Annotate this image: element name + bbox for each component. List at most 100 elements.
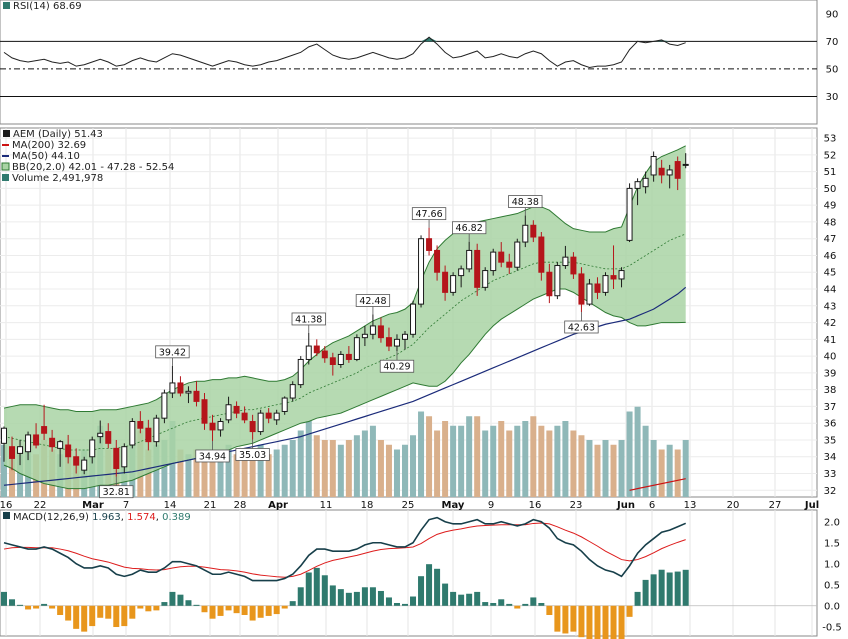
macd-histogram-bar xyxy=(1,591,7,606)
candle-body xyxy=(265,412,272,419)
candle-body xyxy=(169,382,176,394)
macd-histogram-bar xyxy=(209,605,216,619)
macd-tick-label: 2.0 xyxy=(824,517,840,528)
volume-bar xyxy=(297,430,304,497)
macd-histogram-bar xyxy=(89,605,96,627)
volume-bar xyxy=(554,425,561,497)
macd-legend-text: MACD(12,26,9) 1.963, 1.574, 0.389 xyxy=(13,512,191,523)
candlesticks xyxy=(1,151,689,477)
candle-body xyxy=(538,236,545,273)
macd-histogram-bar xyxy=(682,569,689,606)
macd-histogram-bar xyxy=(73,605,80,629)
candle-body xyxy=(482,270,489,288)
volume-bar xyxy=(674,449,681,497)
volume-bar xyxy=(610,444,617,497)
volume-bar xyxy=(329,440,336,497)
rsi-tick-label: 70 xyxy=(826,37,839,48)
macd-histogram-bar xyxy=(57,605,64,615)
rsi-tick-label: 90 xyxy=(826,9,839,20)
annotation-label: 46.82 xyxy=(456,223,483,234)
candle-body xyxy=(137,421,144,429)
volume-legend-icon xyxy=(2,174,9,181)
volume-bar xyxy=(578,435,585,497)
macd-histogram-bar xyxy=(650,574,657,606)
price-annotations: 32.81 39.42 34.94 35.03 41.38 42.48 40.29 47.66… xyxy=(99,195,599,498)
macd-histogram-bar xyxy=(586,605,593,639)
candle-body xyxy=(658,167,665,176)
candle-body xyxy=(562,256,569,267)
candle-body xyxy=(506,261,513,268)
macd-histogram-bar xyxy=(273,605,280,615)
candle-body xyxy=(225,404,232,421)
macd-histogram-bar xyxy=(530,597,537,606)
candle-body xyxy=(337,353,344,365)
candle-body xyxy=(161,392,168,419)
candle-body xyxy=(65,444,72,458)
candle-body xyxy=(97,432,104,438)
candle-body xyxy=(41,426,48,434)
volume-bar xyxy=(313,435,320,497)
axes: 16 22 Mar 7 14 21 28 Apr 11 18 25 May 9 16 23 Jun 6 13 20 2… xyxy=(0,9,842,633)
price-tick-label: 45 xyxy=(824,268,837,279)
macd-histogram-bar xyxy=(249,605,256,621)
candle-body xyxy=(474,249,481,288)
volume-bar xyxy=(209,449,216,497)
macd-histogram-bar xyxy=(498,599,505,606)
macd-histogram-bar xyxy=(554,605,561,632)
macd-label: MACD(12,26,9) xyxy=(13,512,89,523)
candle-body xyxy=(313,345,320,354)
macd-histogram-bar xyxy=(578,605,585,638)
price-tick-label: 48 xyxy=(824,217,837,228)
candle-body xyxy=(418,238,425,305)
volume-bar xyxy=(450,425,457,497)
macd-histogram-bar xyxy=(313,567,320,606)
annotation-box xyxy=(155,345,190,359)
candle-body xyxy=(434,249,441,273)
x-tick-label: 13 xyxy=(684,500,697,511)
price-tick-label: 44 xyxy=(824,285,837,296)
macd-tick-label: 0.0 xyxy=(824,601,840,612)
macd-histogram-bar xyxy=(281,605,288,609)
candle-body xyxy=(345,353,352,360)
macd-sep-2: , xyxy=(156,512,162,523)
macd-histogram-bar xyxy=(113,605,120,628)
candle-body xyxy=(209,422,216,431)
macd-histogram-bar xyxy=(626,605,633,617)
candle-body xyxy=(281,397,288,412)
macd-histogram-bar xyxy=(393,602,400,606)
price-tick-label: 52 xyxy=(824,150,837,161)
signal-line xyxy=(3,522,686,578)
candle-body xyxy=(145,427,152,443)
moving-averages xyxy=(3,286,687,491)
candle-body xyxy=(105,431,112,444)
candle-body xyxy=(385,337,392,347)
volume-bar xyxy=(522,421,529,497)
macd-histogram-bar xyxy=(17,604,24,606)
x-tick-label: May xyxy=(442,500,465,511)
candle-body xyxy=(113,447,120,469)
signal-value: 1.574 xyxy=(127,512,156,523)
macd-tick-label: 1.0 xyxy=(824,559,840,570)
candle-body xyxy=(129,421,136,446)
x-tick-label: 6 xyxy=(649,500,655,511)
volume-bar xyxy=(1,444,7,497)
volume-bar xyxy=(570,430,577,497)
macd-histogram-bar xyxy=(658,569,665,606)
macd-histogram-bar xyxy=(666,572,673,606)
volume-bar xyxy=(626,411,633,497)
macd-histogram-bar xyxy=(466,593,473,606)
candle-body xyxy=(554,265,561,297)
annotation-box xyxy=(355,294,391,307)
macd-histogram-bar xyxy=(81,605,88,632)
volume-bar xyxy=(217,454,224,497)
macd-histogram-bar xyxy=(610,605,617,639)
price-tick-label: 49 xyxy=(824,201,837,212)
macd-histogram-bar xyxy=(458,594,465,606)
macd-histogram-bar xyxy=(305,572,312,606)
macd-histogram-bar xyxy=(289,601,296,606)
x-tick-label: 14 xyxy=(164,500,177,511)
x-tick-label: 20 xyxy=(727,500,740,511)
volume-bar xyxy=(385,444,392,497)
candle-body xyxy=(426,238,433,251)
rsi-line xyxy=(3,36,686,69)
